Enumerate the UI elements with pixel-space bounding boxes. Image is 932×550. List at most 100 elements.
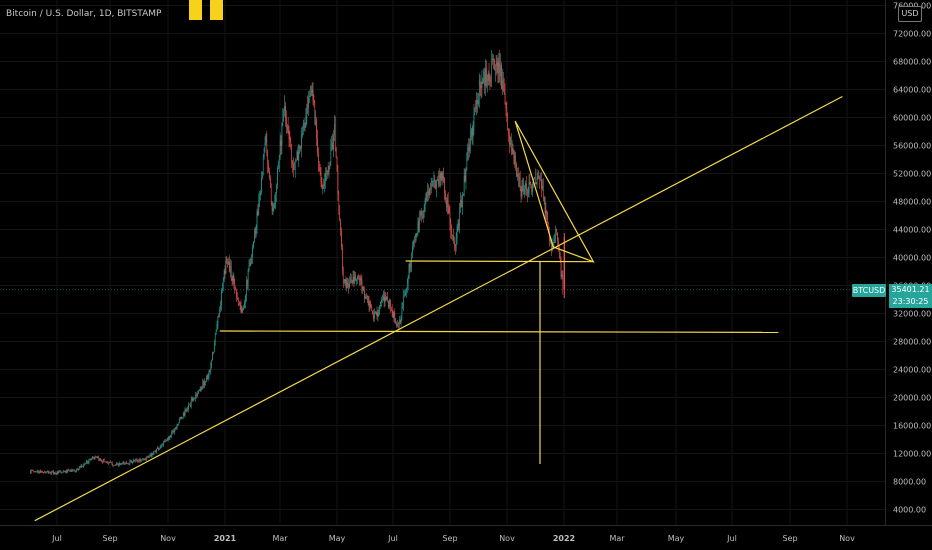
- candle-body: [159, 447, 161, 449]
- candle-body: [408, 263, 410, 279]
- candle-body: [32, 470, 34, 472]
- candle-body: [322, 185, 324, 189]
- candle-body: [354, 275, 356, 283]
- drawing-tools[interactable]: [34, 95, 843, 522]
- candle-body: [491, 59, 493, 82]
- candle-body: [317, 138, 318, 154]
- candle-body: [282, 111, 284, 123]
- candle-body: [458, 223, 460, 226]
- currency-button[interactable]: USD: [898, 6, 922, 22]
- candle-body: [370, 303, 372, 306]
- candle-body: [91, 458, 92, 460]
- candle-body: [398, 323, 399, 325]
- candle-body: [33, 471, 35, 472]
- candle-body: [106, 461, 108, 463]
- candle-body: [382, 295, 384, 300]
- candle-body: [128, 463, 130, 465]
- candle-body: [342, 271, 344, 282]
- candle-body: [390, 307, 392, 310]
- candle-body: [277, 168, 278, 186]
- candle-body: [453, 235, 454, 242]
- candle-body: [190, 404, 191, 407]
- candle-body: [550, 239, 551, 242]
- candle-body: [275, 193, 276, 203]
- candle-body: [388, 300, 389, 308]
- candle-body: [214, 334, 216, 342]
- candle-body: [454, 245, 456, 248]
- candle-body: [321, 182, 323, 189]
- candle-body: [271, 201, 273, 211]
- candle-body: [410, 265, 412, 268]
- candle-body: [420, 211, 421, 216]
- candle-body: [450, 224, 452, 232]
- candle-body: [366, 296, 368, 298]
- candle-body: [230, 265, 232, 278]
- candle-body: [89, 459, 91, 460]
- candle-body: [398, 320, 400, 325]
- candle-body: [98, 457, 100, 460]
- x-tick-label: Sep: [782, 534, 797, 543]
- candle-body: [209, 370, 211, 372]
- candle-body: [280, 140, 282, 146]
- candle-body: [54, 472, 55, 475]
- candle-body: [555, 228, 557, 240]
- candle-body: [263, 147, 265, 158]
- candle-body: [356, 279, 357, 281]
- candle-body: [198, 390, 199, 394]
- candle-body: [222, 288, 223, 291]
- candle-body: [241, 309, 243, 313]
- candle-body: [235, 288, 236, 291]
- candle-body: [378, 309, 380, 314]
- candle-body: [130, 460, 132, 462]
- candle-body: [94, 457, 95, 459]
- candle-body: [310, 93, 312, 94]
- candle-body: [445, 193, 446, 201]
- candle-body: [286, 126, 288, 127]
- candle-body: [351, 282, 353, 283]
- y-tick-label: 52000.00: [893, 170, 931, 179]
- candle-body: [137, 460, 139, 462]
- candle-body: [226, 260, 228, 263]
- y-tick-label: 56000.00: [893, 142, 931, 151]
- time-axis[interactable]: Jul Sep Nov 2021 Mar May Jul Sep Nov 2022 Mar May Ju…: [0, 525, 932, 544]
- candle-body: [97, 457, 99, 458]
- candle-body: [558, 247, 560, 253]
- candle-body: [150, 453, 152, 457]
- candle-body: [470, 128, 472, 132]
- candle-body: [353, 276, 355, 283]
- candle-body: [534, 177, 535, 179]
- candle-body: [54, 472, 56, 474]
- candle-body: [511, 148, 513, 151]
- candle-body: [56, 471, 58, 474]
- candle-body: [77, 469, 78, 470]
- candle-body: [532, 184, 533, 193]
- candle-body: [474, 108, 476, 115]
- candle-body: [121, 463, 123, 465]
- candle-body: [166, 439, 168, 441]
- candle-body: [175, 427, 177, 429]
- candle-body: [495, 65, 497, 66]
- candle-body: [557, 232, 558, 242]
- candle-body: [342, 247, 343, 272]
- tradingview-logo: [189, 0, 223, 20]
- candle-body: [390, 300, 391, 308]
- candle-body: [259, 195, 260, 199]
- candle-body: [371, 305, 372, 311]
- candle-body: [95, 456, 97, 458]
- candle-body: [367, 296, 369, 300]
- price-axis[interactable]: 4000.00 8000.00 12000.00 16000.00 20000.00 24…: [885, 0, 932, 525]
- candle-body: [38, 470, 39, 472]
- candle-body: [43, 472, 44, 473]
- candle-body: [523, 185, 525, 195]
- candle-body: [544, 197, 546, 214]
- candle-body: [55, 473, 57, 475]
- candle-body: [154, 450, 156, 452]
- candle-body: [41, 471, 43, 473]
- candle-body: [529, 182, 531, 184]
- candle-body: [373, 314, 374, 319]
- candle-body: [301, 133, 302, 149]
- candle-body: [310, 93, 311, 96]
- candle-body: [231, 277, 233, 281]
- candle-body: [326, 172, 327, 174]
